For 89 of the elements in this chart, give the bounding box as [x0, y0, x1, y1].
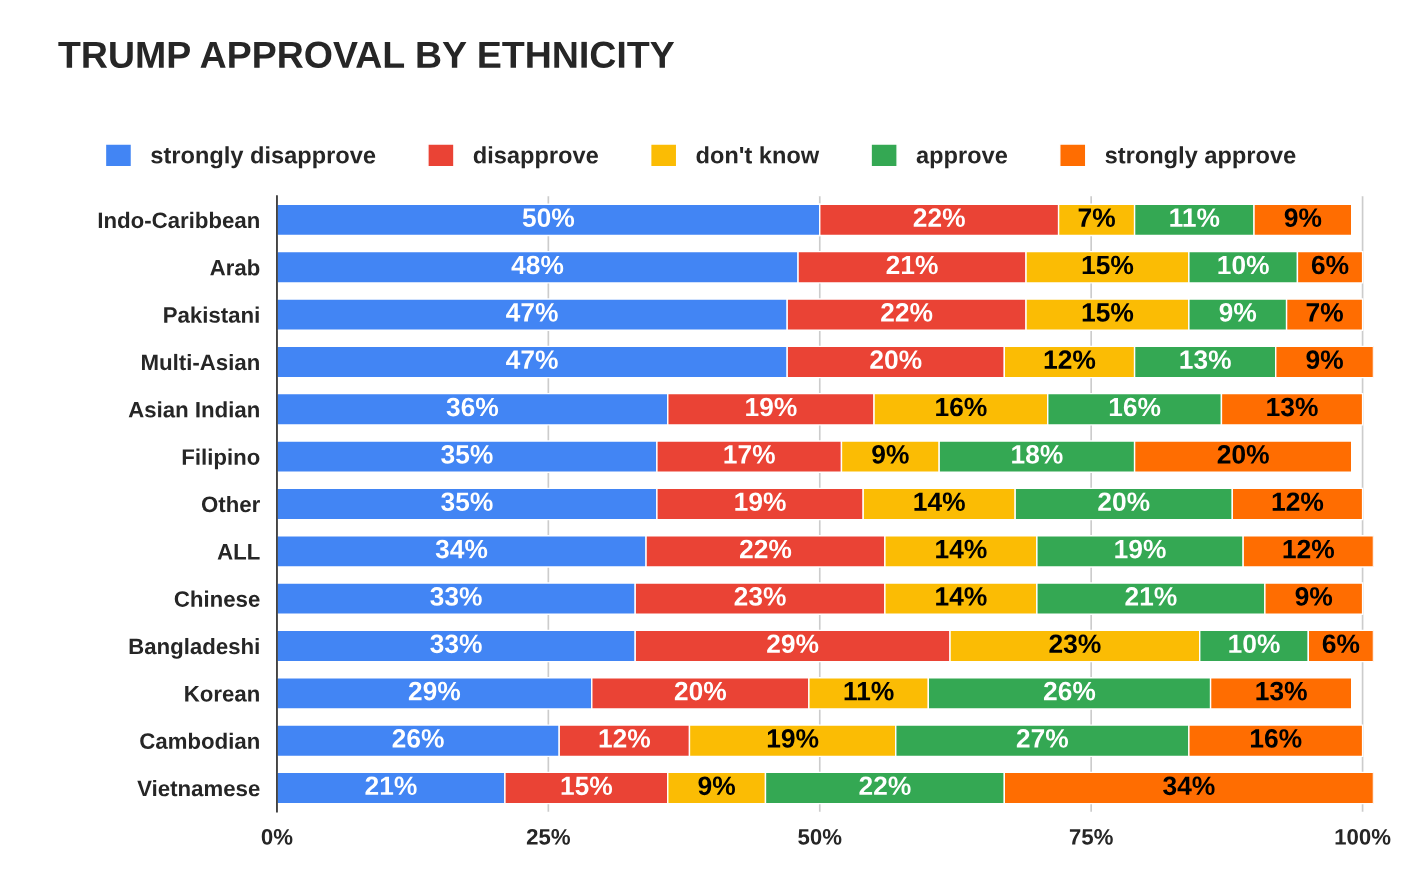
data-label: 20% [1217, 445, 1269, 464]
data-label: 15% [1082, 255, 1134, 275]
data-label: 19% [746, 397, 797, 417]
y-tick-label: Asian Indian [128, 401, 259, 418]
data-label: 47% [506, 303, 558, 322]
data-label: 12% [1283, 539, 1335, 559]
data-label: 35% [441, 445, 493, 464]
data-label: 29% [408, 681, 461, 701]
data-label: 13% [1256, 681, 1307, 701]
data-label: 6% [1322, 634, 1360, 654]
data-label: 9% [1284, 208, 1322, 227]
data-label: 23% [734, 587, 786, 606]
data-label: 10% [1218, 255, 1269, 275]
legend-label: approve [916, 150, 1008, 169]
data-label: 9% [1306, 350, 1343, 370]
data-label: 20% [870, 350, 922, 370]
x-tick-label: 75% [1069, 829, 1113, 845]
data-label: 7% [1306, 303, 1343, 322]
data-label: 19% [767, 729, 819, 748]
x-tick-label: 25% [526, 828, 571, 845]
chart-title: TRUMP APPROVAL BY ETHNICITY [58, 41, 675, 69]
y-tick-label: Arab [210, 259, 260, 276]
data-label: 21% [886, 255, 938, 275]
data-label: 19% [735, 492, 786, 512]
data-label: 23% [1049, 634, 1101, 654]
data-label: 33% [430, 634, 482, 654]
data-label: 11% [1170, 208, 1220, 227]
data-label: 20% [674, 681, 727, 701]
data-label: 13% [1267, 397, 1318, 417]
data-label: 48% [511, 255, 564, 275]
x-tick-label: 0% [261, 828, 293, 845]
data-label: 16% [936, 397, 987, 417]
data-label: 14% [936, 539, 987, 559]
x-tick-label: 100% [1335, 828, 1391, 845]
data-label: 13% [1180, 350, 1231, 370]
data-label: 50% [522, 208, 575, 227]
data-label: 22% [881, 303, 933, 322]
data-label: 9% [1295, 587, 1333, 606]
y-tick-label: Korean [185, 686, 259, 702]
data-label: 22% [739, 539, 792, 559]
data-label: 18% [1012, 445, 1063, 464]
data-label: 6% [1311, 255, 1349, 275]
data-label: 27% [1016, 729, 1069, 748]
data-label: 15% [561, 776, 613, 796]
y-tick-label: Cambodian [140, 732, 259, 749]
data-label: 12% [1044, 350, 1096, 369]
legend-label: disapprove [473, 146, 598, 169]
data-label: 47% [506, 350, 558, 369]
data-label: 19% [1115, 539, 1166, 559]
data-label: 11% [844, 681, 894, 701]
y-tick-label: Chinese [174, 590, 260, 607]
y-tick-label: Bangladeshi [129, 637, 259, 659]
data-label: 12% [1272, 492, 1324, 512]
data-label: 17% [724, 445, 775, 464]
data-label: 22% [913, 208, 965, 227]
data-label: 12% [599, 729, 651, 748]
y-tick-label: Pakistani [164, 306, 259, 323]
y-tick-label: Multi-Asian [142, 353, 259, 371]
y-tick-label: Indo-Caribbean [98, 211, 259, 229]
data-label: 29% [767, 634, 819, 654]
data-label: 10% [1229, 634, 1280, 654]
legend-label: strongly disapprove [151, 146, 376, 169]
data-label: 14% [936, 587, 987, 606]
data-label: 21% [1125, 587, 1177, 606]
y-tick-label: ALL [217, 544, 260, 560]
data-label: 9% [1219, 303, 1257, 322]
x-tick-label: 50% [798, 828, 842, 845]
y-tick-label: Other [201, 495, 260, 513]
data-label: 20% [1098, 492, 1150, 512]
data-label: 16% [1250, 729, 1302, 748]
data-label: 33% [430, 587, 482, 606]
data-label: 22% [859, 776, 911, 796]
data-label: 34% [435, 539, 488, 559]
legend-label: don't know [696, 146, 820, 164]
data-label: 15% [1082, 303, 1134, 322]
data-label: 34% [1163, 776, 1215, 796]
legend-label: strongly approve [1105, 146, 1296, 169]
data-label: 35% [441, 492, 493, 512]
data-label: 36% [446, 397, 499, 417]
data-label: 26% [392, 729, 444, 748]
data-label: 9% [872, 445, 909, 464]
y-tick-label: Vietnamese [137, 780, 260, 797]
y-tick-label: Filipino [182, 448, 260, 470]
data-label: 14% [914, 492, 965, 512]
data-label: 9% [698, 776, 735, 796]
data-label: 26% [1043, 681, 1096, 701]
data-label: 7% [1078, 208, 1115, 227]
data-label: 16% [1109, 397, 1161, 417]
data-label: 21% [365, 776, 417, 796]
